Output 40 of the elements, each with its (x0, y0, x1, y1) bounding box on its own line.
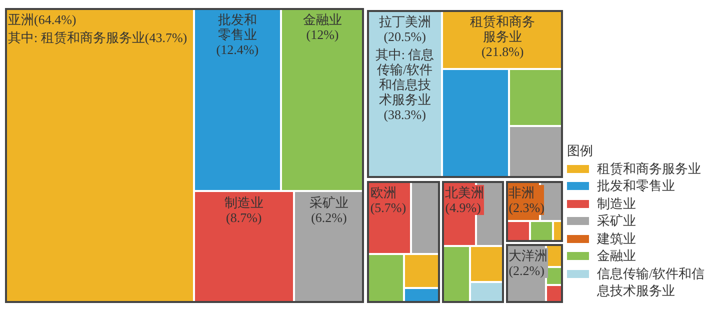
region-frame (367, 10, 563, 178)
data-label: (21.8%) (480, 44, 525, 59)
data-label: (2.3%) (508, 200, 544, 215)
data-label: (12%) (305, 27, 340, 42)
category-label: 北美洲 (445, 184, 484, 200)
data-label: (6.2%) (310, 210, 348, 226)
data-label: (4.9%) (445, 200, 482, 215)
data-label: (64.4%) (34, 12, 76, 27)
data-label: (20.5%) (382, 29, 427, 44)
legend-label: 租赁和商务服务业 (597, 160, 702, 177)
region-frame (506, 244, 563, 303)
data-label: (38.3%) (382, 107, 427, 122)
legend-label: 金融业 (597, 247, 637, 264)
category-label: 批发和零售业 (216, 12, 258, 42)
category-label: 制造业 (224, 195, 264, 210)
region-frame (442, 180, 504, 303)
data-label: (8.7%) (225, 210, 263, 226)
category-label: 亚洲 (8, 12, 34, 27)
category-label: 其中: 租赁和商务服务业 (8, 30, 145, 45)
category-label: 租赁和商务服务业 (469, 14, 536, 44)
region-frame (367, 180, 440, 303)
category-label: 大洋洲 (508, 248, 548, 264)
data-label: (5.7%) (370, 200, 406, 215)
data-label: (2.2%) (508, 263, 546, 278)
legend-title: 图例 (567, 142, 594, 160)
legend-label: 采矿业 (597, 212, 637, 230)
legend-label: 批发和零售业 (597, 177, 676, 194)
category-label: 非洲 (508, 184, 536, 200)
category-label: 采矿业 (309, 195, 348, 210)
legend-label: 建筑业 (597, 230, 637, 247)
legend-label: 制造业 (597, 194, 637, 212)
category-label: 其中: 信息传输/软件和信息技术服务业 (374, 47, 436, 107)
region-frame (506, 180, 563, 242)
region-frame (5, 8, 364, 303)
category-label: 拉丁美洲 (378, 14, 431, 29)
data-label: (12.4%) (215, 42, 260, 57)
category-label: 欧洲 (370, 184, 398, 200)
legend-label: 信息传输/软件和信息技术服务业 (597, 264, 706, 300)
data-label: (43.7%) (144, 30, 188, 45)
category-label: 金融业 (303, 12, 342, 27)
